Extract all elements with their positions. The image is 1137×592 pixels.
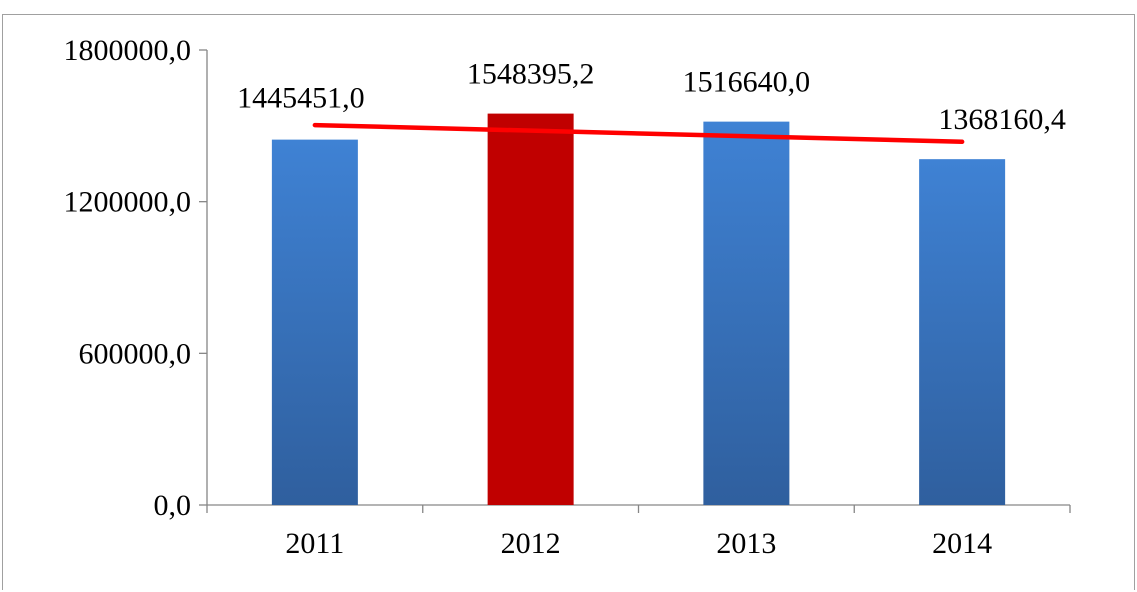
data-label-2013: 1516640,0 [683,66,811,99]
trendline [312,122,965,145]
y-tick-label: 1800000,0 [64,34,192,67]
y-tick-label: 0,0 [154,489,192,522]
bar-2011 [271,139,358,505]
data-label-2011: 1445451,0 [237,82,365,115]
trendline-line [312,122,965,145]
bar-2013 [703,121,790,506]
x-tick-label: 2014 [932,527,992,560]
bar-2014 [919,159,1006,505]
bars [271,113,1006,506]
x-tick-label: 2012 [501,527,561,560]
x-tick-label: 2013 [716,527,776,560]
data-label-2012: 1548395,2 [467,58,595,91]
bar-2012 [487,113,574,506]
y-tick-label: 1200000,0 [64,186,192,219]
labels: 2011 1445451,0 2012 1548395,2 2013 1516640,0 2… [237,58,1066,560]
x-tick-label: 2011 [285,527,344,560]
y-tick-label: 600000,0 [79,337,192,370]
data-label-2014: 1368160,4 [938,103,1066,136]
